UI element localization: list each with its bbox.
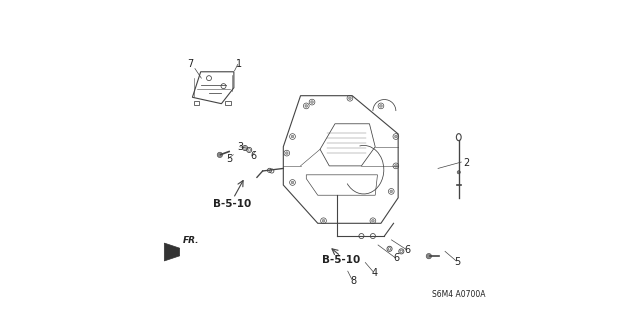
Text: 8: 8 xyxy=(351,276,356,286)
Circle shape xyxy=(380,105,382,107)
Circle shape xyxy=(394,135,397,138)
Circle shape xyxy=(349,97,351,100)
Circle shape xyxy=(426,254,431,259)
Circle shape xyxy=(390,190,393,193)
Text: S6M4 A0700A: S6M4 A0700A xyxy=(432,290,486,299)
Circle shape xyxy=(457,171,460,174)
Bar xyxy=(225,101,230,105)
Circle shape xyxy=(305,105,308,107)
Circle shape xyxy=(310,101,314,103)
Text: 3: 3 xyxy=(237,142,243,152)
Circle shape xyxy=(394,165,397,167)
Bar xyxy=(194,101,200,105)
Polygon shape xyxy=(164,243,180,261)
Text: 5: 5 xyxy=(226,154,232,165)
Circle shape xyxy=(285,152,288,154)
Text: FR.: FR. xyxy=(183,236,199,245)
Text: 1: 1 xyxy=(236,59,242,69)
Circle shape xyxy=(371,219,374,222)
Text: 6: 6 xyxy=(250,151,256,161)
Text: 6: 6 xyxy=(404,245,411,256)
Text: B-5-10: B-5-10 xyxy=(213,199,252,209)
Text: 5: 5 xyxy=(454,257,460,267)
Text: 2: 2 xyxy=(463,158,470,168)
Circle shape xyxy=(291,181,294,184)
Circle shape xyxy=(322,219,325,222)
Text: B-5-10: B-5-10 xyxy=(322,255,360,265)
Circle shape xyxy=(291,135,294,138)
Text: 6: 6 xyxy=(394,253,399,263)
Text: 4: 4 xyxy=(371,268,378,278)
Text: 7: 7 xyxy=(188,59,194,69)
Circle shape xyxy=(217,152,223,158)
